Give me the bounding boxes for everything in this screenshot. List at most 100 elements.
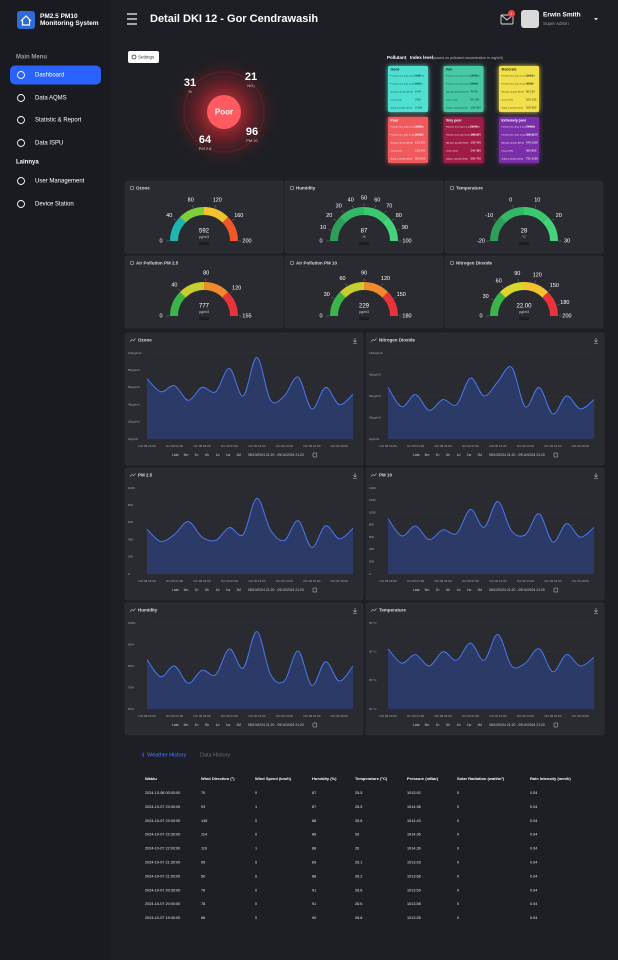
y-tick-label: 100% — [128, 621, 136, 625]
reading-value: 21 — [245, 71, 257, 83]
period-button[interactable]: 1d — [216, 723, 220, 727]
tab[interactable]: Data History — [200, 752, 231, 758]
period-button[interactable]: 1w — [467, 453, 472, 457]
avatar[interactable] — [521, 10, 539, 28]
pollutant-name: Particles less than 2.5 µm (PM2.5) — [446, 126, 480, 129]
calendar-icon[interactable] — [553, 587, 559, 593]
table-cell: 1013.68 — [407, 874, 421, 878]
table-cell: 88 — [312, 819, 316, 823]
table-cell: 0 — [457, 888, 459, 892]
period-button[interactable]: 6h — [205, 588, 209, 592]
calendar-icon[interactable] — [553, 452, 559, 458]
period-button[interactable]: 1h — [436, 453, 440, 457]
gauge-title: Temperature — [456, 185, 483, 190]
download-icon[interactable] — [353, 473, 357, 479]
download-icon[interactable] — [353, 608, 357, 614]
menu-item[interactable]: Statistic & Report — [35, 118, 82, 124]
gauge-tick — [374, 205, 376, 208]
period-button[interactable]: 5m — [425, 723, 430, 727]
chart-title-icon — [129, 338, 136, 342]
table-cell: 0 — [457, 861, 459, 865]
period-button[interactable]: 1h — [195, 588, 199, 592]
period-button[interactable]: 1d — [216, 588, 220, 592]
period-button[interactable]: 6h — [205, 723, 209, 727]
menu-item[interactable]: User Management — [35, 179, 85, 185]
pollutant-name: Particles less than 2.5 µm (PM2.5) — [502, 126, 536, 129]
chart-title-icon — [370, 338, 377, 342]
period-button[interactable]: 1d — [216, 453, 220, 457]
period-button[interactable]: 1w — [226, 723, 231, 727]
gauge-band — [523, 282, 549, 298]
line — [387, 501, 595, 543]
download-icon[interactable] — [594, 473, 598, 479]
period-button[interactable]: 5m — [184, 453, 189, 457]
calendar-icon[interactable] — [312, 452, 318, 458]
period-button[interactable]: 1M — [477, 453, 482, 457]
period-button[interactable]: 5m — [425, 588, 430, 592]
period-button[interactable]: 5m — [425, 453, 430, 457]
gauge-band — [382, 291, 398, 317]
level-range: 40-90 — [471, 90, 479, 94]
menu-icon — [17, 177, 25, 185]
calendar-icon[interactable] — [312, 587, 318, 593]
date-range: 08/10/2024 21:20 - 09/10/2024 21:20 — [248, 588, 304, 592]
period-button[interactable]: 6h — [446, 723, 450, 727]
period-button[interactable]: 6h — [446, 588, 450, 592]
table-cell: 1013.28 — [407, 916, 421, 920]
gauge-tick — [214, 205, 216, 208]
period-button[interactable]: 1M — [477, 723, 482, 727]
period-button[interactable]: 1d — [457, 588, 461, 592]
menu-item[interactable]: Device Station — [35, 202, 74, 208]
gauge-unit: µg/m3 — [359, 310, 369, 314]
period-button[interactable]: 1h — [436, 723, 440, 727]
calendar-icon[interactable] — [312, 722, 318, 728]
user-name: Erwin Smith — [543, 12, 581, 19]
x-tick-label: Oct 09 13:00 — [276, 714, 294, 718]
calendar-icon[interactable] — [553, 722, 559, 728]
period-button[interactable]: 1d — [457, 453, 461, 457]
download-icon[interactable] — [594, 338, 598, 344]
period-button[interactable]: 5m — [184, 723, 189, 727]
gauge-tick-label: 90 — [514, 271, 520, 277]
period-button[interactable]: 1w — [226, 453, 231, 457]
gauge-tick — [394, 297, 397, 299]
period-button[interactable]: 1w — [467, 588, 472, 592]
period-button[interactable]: 1h — [195, 453, 199, 457]
period-button[interactable]: 5m — [184, 588, 189, 592]
table-cell: 0 — [457, 805, 459, 809]
settings-label[interactable]: Settings — [138, 54, 155, 59]
period-button[interactable]: 6h — [205, 453, 209, 457]
period-button[interactable]: 1M — [236, 453, 241, 457]
tab[interactable]: Weather History — [147, 752, 187, 758]
x-tick-label: Oct 09 19:00 — [572, 444, 590, 448]
period-button[interactable]: 1w — [467, 723, 472, 727]
menu-item[interactable]: Dashboard — [35, 73, 64, 79]
gauge-tick-label: 90 — [361, 270, 367, 276]
period-button[interactable]: 1h — [436, 588, 440, 592]
mail-icon[interactable] — [500, 14, 514, 25]
period-button[interactable]: 1M — [236, 723, 241, 727]
period-button[interactable]: 1d — [457, 723, 461, 727]
period-button[interactable]: 6h — [446, 453, 450, 457]
period-button[interactable]: 1w — [226, 588, 231, 592]
download-icon[interactable] — [594, 608, 598, 614]
pollutant-name: Nitrogen dioxide (NO2) — [391, 142, 414, 145]
level-range: 100-150 — [471, 133, 482, 137]
x-tick-label: Oct 09 16:00 — [544, 579, 562, 583]
download-icon[interactable] — [353, 338, 357, 344]
period-button[interactable]: 1M — [236, 588, 241, 592]
y-tick-label: 400 — [369, 547, 374, 551]
table-cell: 0.04 — [530, 888, 537, 892]
sidebar — [0, 0, 110, 960]
period-button[interactable]: 1M — [477, 588, 482, 592]
y-tick-label: 20µg/m3 — [128, 420, 140, 424]
caret[interactable] — [594, 18, 598, 21]
settings-button[interactable] — [128, 51, 159, 63]
gauge-tick-label: 0 — [159, 313, 162, 319]
gauge-title-icon — [129, 260, 135, 266]
menu-item[interactable]: Data ISPU — [35, 141, 63, 147]
period-button[interactable]: 1h — [195, 723, 199, 727]
menu-icon — [17, 116, 25, 124]
menu-item[interactable]: Data AQMS — [35, 96, 67, 102]
gauge-pill — [359, 317, 369, 320]
